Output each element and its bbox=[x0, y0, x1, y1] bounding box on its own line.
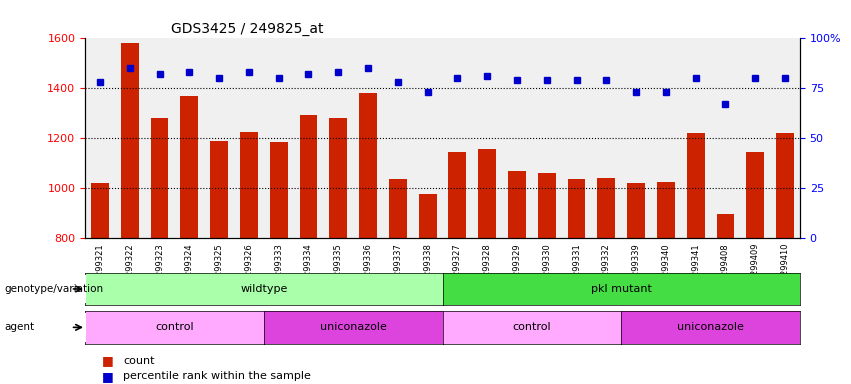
Bar bbox=[121, 43, 139, 238]
Bar bbox=[419, 194, 437, 238]
Bar bbox=[91, 183, 109, 238]
Bar bbox=[329, 118, 347, 238]
Bar bbox=[746, 152, 764, 238]
Bar bbox=[597, 178, 615, 238]
Bar bbox=[478, 149, 496, 238]
Text: pkl mutant: pkl mutant bbox=[591, 284, 652, 294]
Text: control: control bbox=[512, 322, 551, 333]
Bar bbox=[151, 118, 168, 238]
Text: percentile rank within the sample: percentile rank within the sample bbox=[123, 371, 311, 381]
Bar bbox=[657, 182, 675, 238]
Bar bbox=[627, 183, 645, 238]
Bar bbox=[448, 152, 466, 238]
Text: ■: ■ bbox=[102, 370, 114, 383]
Bar bbox=[210, 141, 228, 238]
Text: uniconazole: uniconazole bbox=[320, 322, 386, 333]
Bar bbox=[300, 114, 317, 238]
Text: ■: ■ bbox=[102, 354, 114, 367]
Text: uniconazole: uniconazole bbox=[677, 322, 744, 333]
Text: GDS3425 / 249825_at: GDS3425 / 249825_at bbox=[171, 22, 323, 36]
Bar bbox=[508, 170, 526, 238]
Bar bbox=[240, 132, 258, 238]
Text: wildtype: wildtype bbox=[240, 284, 288, 294]
Bar bbox=[717, 214, 734, 238]
Bar bbox=[776, 133, 794, 238]
Bar bbox=[568, 179, 585, 238]
Bar bbox=[687, 133, 705, 238]
Bar bbox=[538, 173, 556, 238]
Bar bbox=[270, 142, 288, 238]
Text: count: count bbox=[123, 356, 155, 366]
Text: genotype/variation: genotype/variation bbox=[4, 284, 103, 294]
Bar bbox=[389, 179, 407, 238]
Bar bbox=[180, 96, 198, 238]
Text: control: control bbox=[155, 322, 194, 333]
Text: agent: agent bbox=[4, 322, 34, 333]
Bar bbox=[359, 93, 377, 238]
